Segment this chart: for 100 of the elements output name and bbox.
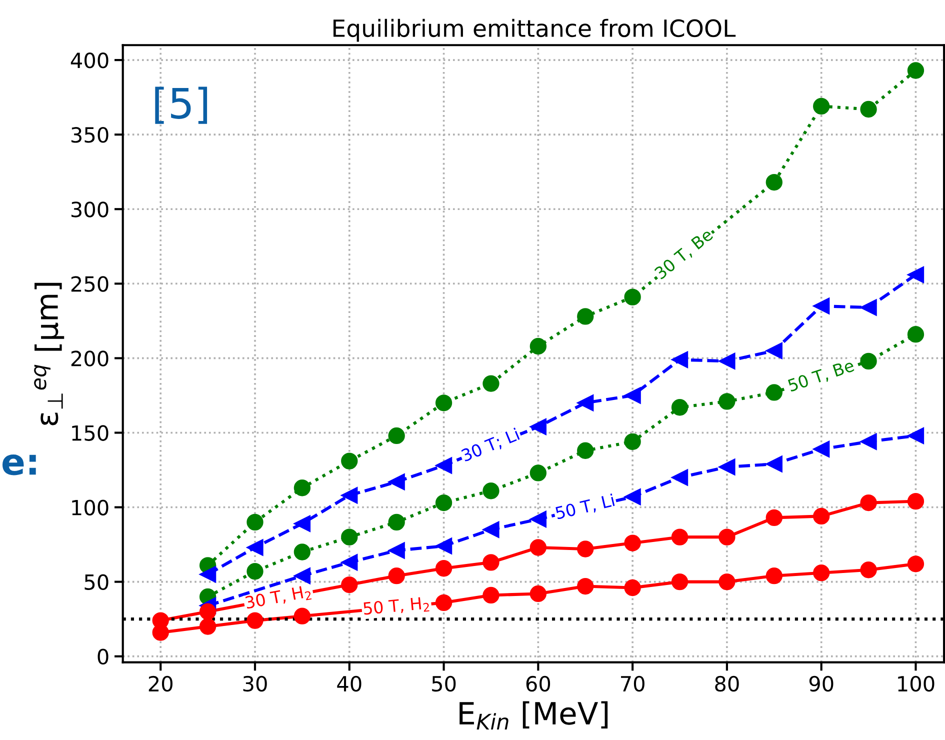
point [388, 474, 405, 490]
point [530, 464, 547, 482]
point [860, 562, 877, 578]
point [199, 603, 216, 620]
x-tick-label: 30 [243, 676, 267, 692]
point [530, 510, 547, 528]
point [671, 351, 688, 368]
point [624, 579, 641, 596]
point [294, 568, 311, 584]
point [577, 578, 594, 595]
point [294, 515, 311, 532]
x-tick-label: 50 [432, 676, 456, 692]
point [813, 298, 830, 314]
point [860, 494, 877, 512]
point [294, 544, 311, 560]
x-tick-label: 40 [337, 676, 362, 692]
point [294, 608, 311, 624]
x-tick-label: 60 [526, 676, 550, 692]
point [577, 394, 594, 412]
point [766, 568, 782, 584]
point [766, 456, 782, 472]
point [199, 618, 216, 635]
point [482, 554, 500, 571]
x-tick-label: 20 [148, 676, 172, 692]
point [907, 556, 924, 572]
point [813, 564, 830, 582]
y-tick-label: 0 [98, 648, 108, 665]
point [530, 338, 547, 355]
point [718, 458, 736, 476]
y-tick-label: 150 [72, 425, 108, 441]
point [199, 566, 216, 583]
point [294, 480, 311, 496]
y-tick-label: 350 [71, 127, 108, 143]
point [766, 509, 782, 526]
text: 30 T, H$_{2}$ [244, 584, 312, 612]
point [435, 494, 452, 512]
point [388, 542, 405, 559]
point [907, 62, 924, 79]
point [388, 427, 405, 444]
point [624, 433, 641, 450]
point [246, 612, 264, 629]
point [388, 514, 405, 531]
text: 50 T, Be [787, 358, 856, 394]
x-tick-label: 90 [809, 676, 834, 692]
point [860, 352, 877, 370]
point [718, 528, 736, 546]
point [624, 488, 641, 506]
point [341, 576, 358, 594]
y-tick-label: 50 [84, 574, 108, 590]
point [530, 585, 547, 602]
point [482, 482, 500, 500]
point [766, 342, 782, 360]
y-tick-label: 250 [71, 276, 108, 292]
point [813, 440, 830, 458]
x-tick-label: 100 [898, 676, 934, 692]
point [624, 288, 641, 306]
chart-title: Equilibrium emittance from ICOOL [334, 18, 736, 42]
point [907, 427, 924, 444]
point [341, 528, 358, 546]
text: 50 T, Li [554, 493, 616, 522]
y-tick-label: 100 [72, 500, 108, 516]
point [624, 387, 641, 404]
text: 30 T; Li [460, 428, 520, 464]
point [766, 174, 782, 191]
point [435, 594, 452, 612]
point [435, 560, 452, 577]
point [577, 308, 594, 325]
point [671, 528, 688, 546]
point [907, 266, 924, 284]
point [813, 508, 830, 525]
x-tick-label: 80 [715, 676, 739, 692]
point [671, 399, 688, 416]
text: 50 T, H$_{2}$ [363, 596, 430, 618]
point [907, 492, 924, 510]
point [530, 539, 547, 556]
point [435, 394, 452, 412]
point [624, 534, 641, 552]
point [577, 442, 594, 459]
point [577, 540, 594, 558]
point [435, 457, 452, 474]
point [718, 393, 736, 410]
point [860, 100, 877, 118]
point [813, 98, 830, 115]
point [388, 568, 405, 584]
point [246, 539, 264, 556]
point [718, 573, 736, 590]
point [907, 326, 924, 343]
point [671, 469, 688, 486]
point [530, 418, 547, 436]
text: e: [2, 454, 36, 476]
point [435, 538, 452, 554]
text: 30 T, Be [654, 228, 715, 281]
point [246, 514, 264, 531]
point [671, 573, 688, 590]
point [341, 554, 358, 571]
x-tick-label: 70 [621, 676, 644, 692]
point [482, 586, 500, 604]
annotation: [5] [155, 86, 208, 124]
point [246, 563, 264, 580]
point [482, 375, 500, 392]
